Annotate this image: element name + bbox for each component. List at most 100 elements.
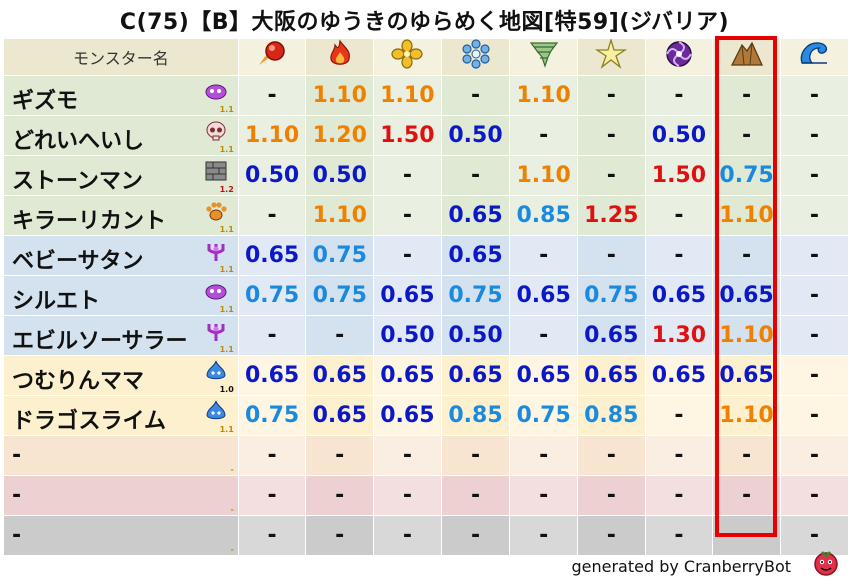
flame-icon	[305, 38, 375, 76]
resistance-value: -	[237, 515, 307, 556]
fire-ball-icon	[237, 38, 307, 76]
resistance-value: -	[509, 115, 578, 156]
resistance-value: -	[779, 275, 849, 316]
resistance-value: -	[576, 435, 646, 476]
footer-credit: generated by CranberryBot	[571, 557, 791, 576]
resistance-value: -	[373, 235, 442, 276]
resistance-value: 0.85	[509, 195, 578, 236]
resistance-value: 0.65	[440, 355, 511, 396]
resistance-value: 1.20	[305, 115, 375, 156]
monster-name-cell: キラーリカント 1.1	[3, 195, 239, 236]
resistance-value: 0.75	[305, 275, 375, 316]
ice-snowflake-icon	[440, 38, 511, 76]
resistance-value: -	[779, 515, 849, 556]
table-row: シルエト 1.1 0.75 0.75 0.65 0.75 0.65 0.75 0.65 0.65-	[3, 275, 849, 316]
table-row: ドラゴスライム 1.1 0.75 0.65 0.65 0.85 0.75 0.85-1.10-	[3, 395, 849, 436]
resistance-value: -	[712, 435, 781, 476]
resistance-value: 0.65	[712, 355, 781, 396]
monster-name-cell: エビルソーサラー 1.1	[3, 315, 239, 356]
resistance-value: -	[373, 155, 442, 196]
resistance-value: -	[779, 475, 849, 516]
resistance-value: 0.85	[440, 395, 511, 436]
resistance-value: -	[237, 435, 307, 476]
resistance-value: 0.65	[576, 315, 646, 356]
resistance-value: 1.10	[509, 75, 578, 116]
dark-swirl-icon	[644, 38, 714, 76]
resistance-value: -	[779, 355, 849, 396]
resistance-value: -	[779, 315, 849, 356]
table-row: -----------	[3, 515, 849, 556]
resistance-value: -	[509, 475, 578, 516]
resistance-value: -	[644, 435, 714, 476]
resistance-value: 1.50	[373, 115, 442, 156]
monster-name: ストーンマン	[12, 169, 143, 194]
resistance-value: -	[712, 515, 781, 556]
monster-level: 1.1	[219, 425, 234, 434]
resistance-value: -	[237, 75, 307, 116]
monster-name: ベビーサタン	[12, 249, 144, 274]
monster-name: -	[12, 523, 22, 548]
resistance-value: -	[237, 195, 307, 236]
resistance-value: 0.75	[712, 155, 781, 196]
resistance-value: -	[305, 515, 375, 556]
resistance-value: 0.75	[509, 395, 578, 436]
resistance-value: 0.50	[440, 315, 511, 356]
resistance-value: 0.65	[644, 355, 714, 396]
resistance-value: -	[237, 315, 307, 356]
monster-name: つむりんママ	[12, 369, 145, 394]
resistance-value: 0.75	[440, 275, 511, 316]
paw-icon	[204, 200, 228, 222]
resistance-value: -	[509, 235, 578, 276]
monster-level: 1.1	[219, 145, 234, 154]
wind-petals-icon	[373, 38, 442, 76]
monster-name: ギズモ	[12, 89, 79, 114]
monster-name-cell: ベビーサタン 1.1	[3, 235, 239, 276]
resistance-value: -	[305, 475, 375, 516]
resistance-value: -	[440, 515, 511, 556]
monster-name-cell: シルエト 1.1	[3, 275, 239, 316]
cranberry-logo-icon	[811, 547, 841, 581]
resistance-value: -	[576, 115, 646, 156]
resistance-value: 0.65	[305, 355, 375, 396]
resistance-value: 0.75	[237, 275, 307, 316]
trident-icon	[204, 320, 228, 342]
resistance-value: -	[644, 475, 714, 516]
purple-cloud-icon	[204, 280, 228, 302]
resistance-value: 0.65	[440, 195, 511, 236]
resistance-value: -	[712, 235, 781, 276]
monster-level: -	[230, 505, 234, 514]
resistance-value: -	[576, 475, 646, 516]
column-header-monster-name: モンスター名	[3, 38, 239, 76]
resistance-value: 1.10	[712, 395, 781, 436]
lightning-star-icon	[576, 37, 646, 76]
monster-level: 1.1	[219, 225, 234, 234]
resistance-value: -	[712, 475, 781, 516]
resistance-value: -	[644, 195, 714, 236]
monster-name-cell: --	[3, 515, 239, 556]
resistance-value: -	[779, 115, 849, 156]
resistance-value: -	[373, 435, 442, 476]
monster-level: 1.1	[219, 305, 234, 314]
resistance-value: -	[779, 195, 849, 236]
resistance-value: 0.50	[237, 155, 307, 196]
resistance-value: -	[779, 235, 849, 276]
resistance-value: 0.65	[644, 275, 714, 316]
resistance-value: 0.65	[440, 235, 511, 276]
resistance-value: 0.65	[373, 355, 442, 396]
slime-icon	[204, 400, 228, 422]
resistance-value: 0.65	[509, 275, 578, 316]
resistance-value: -	[779, 75, 849, 116]
resistance-value: 1.10	[305, 195, 375, 236]
skull-icon	[204, 120, 228, 142]
resistance-value: -	[779, 395, 849, 436]
monster-name-cell: ストーンマン 1.2	[3, 155, 239, 196]
monster-name-cell: --	[3, 435, 239, 476]
resistance-value: -	[509, 515, 578, 556]
monster-level: -	[230, 465, 234, 474]
resistance-value: 0.85	[576, 395, 646, 436]
trident-icon	[204, 240, 228, 262]
table-row: ストーンマン 1.2 0.50 0.50- -1.10-1.50 0.75-	[3, 155, 849, 196]
table-row: つむりんママ 1.0 0.65 0.65 0.65 0.65 0.65 0.65 0.65 0.6…	[3, 355, 849, 396]
resistance-value: 0.65	[373, 395, 442, 436]
resistance-value: 0.65	[373, 275, 442, 316]
